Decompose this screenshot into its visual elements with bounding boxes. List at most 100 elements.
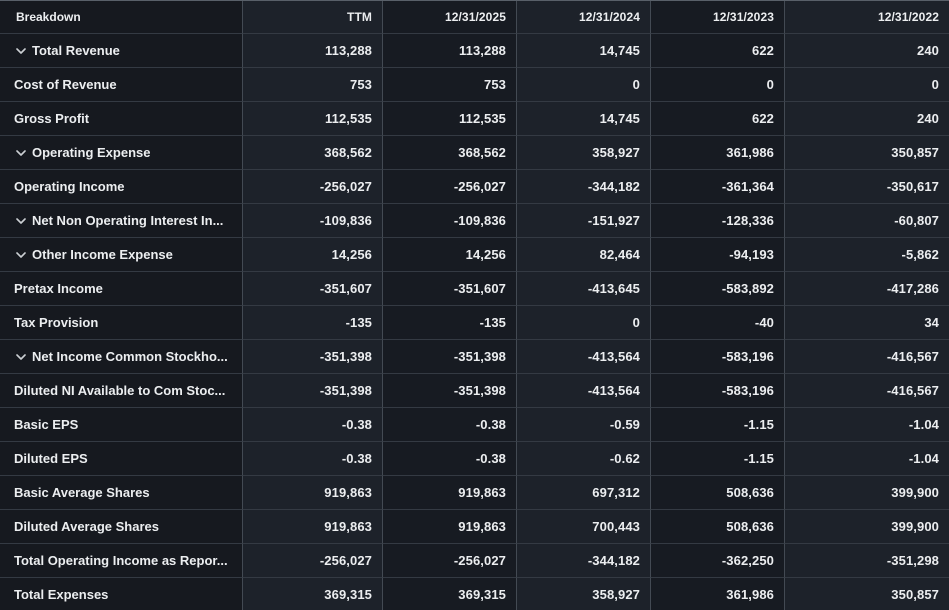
row-label-cell: Operating Expense — [0, 136, 243, 170]
row-label-cell: Operating Income — [0, 170, 243, 204]
row-label-cell: Total Revenue — [0, 34, 243, 68]
cell-value: 399,900 — [785, 510, 949, 544]
cell-value: -362,250 — [651, 544, 785, 578]
cell-value: 0 — [785, 68, 949, 102]
table-row: Gross Profit 112,535 112,535 14,745 622 … — [0, 102, 949, 136]
cell-value: 112,535 — [383, 102, 517, 136]
cell-value: -256,027 — [243, 544, 383, 578]
row-label: Diluted NI Available to Com Stoc... — [14, 383, 226, 398]
row-label: Diluted EPS — [14, 451, 88, 466]
chevron-down-icon[interactable] — [16, 47, 26, 54]
row-label: Pretax Income — [14, 281, 103, 296]
cell-value: 622 — [651, 34, 785, 68]
cell-value: 14,745 — [517, 34, 651, 68]
column-header-label: Breakdown — [16, 10, 81, 24]
chevron-down-icon[interactable] — [16, 251, 26, 258]
cell-value: 753 — [383, 68, 517, 102]
cell-value: 368,562 — [243, 136, 383, 170]
cell-value: -0.59 — [517, 408, 651, 442]
table-row: Total Revenue 113,288 113,288 14,745 622… — [0, 34, 949, 68]
cell-value: 753 — [243, 68, 383, 102]
cell-value: -350,617 — [785, 170, 949, 204]
cell-value: 700,443 — [517, 510, 651, 544]
row-label-cell: Total Operating Income as Repor... — [0, 544, 243, 578]
table-row: Diluted Average Shares 919,863 919,863 7… — [0, 510, 949, 544]
cell-value: -1.04 — [785, 442, 949, 476]
cell-value: -256,027 — [383, 544, 517, 578]
cell-value: -351,607 — [243, 272, 383, 306]
row-label: Operating Expense — [32, 145, 151, 160]
cell-value: 361,986 — [651, 136, 785, 170]
table-row: Other Income Expense 14,256 14,256 82,46… — [0, 238, 949, 272]
cell-value: -0.38 — [383, 442, 517, 476]
cell-value: -351,398 — [383, 374, 517, 408]
column-header-label: 12/31/2022 — [877, 10, 939, 24]
table-row: Basic Average Shares 919,863 919,863 697… — [0, 476, 949, 510]
table-row: Cost of Revenue 753 753 0 0 0 — [0, 68, 949, 102]
cell-value: 0 — [651, 68, 785, 102]
cell-value: 369,315 — [243, 578, 383, 610]
cell-value: 0 — [517, 306, 651, 340]
cell-value: 508,636 — [651, 476, 785, 510]
cell-value: -40 — [651, 306, 785, 340]
row-label-cell: Diluted NI Available to Com Stoc... — [0, 374, 243, 408]
chevron-down-icon[interactable] — [16, 353, 26, 360]
cell-value: 358,927 — [517, 136, 651, 170]
cell-value: -60,807 — [785, 204, 949, 238]
row-label-cell: Tax Provision — [0, 306, 243, 340]
row-label-cell: Net Non Operating Interest In... — [0, 204, 243, 238]
row-label-cell: Basic Average Shares — [0, 476, 243, 510]
column-header-breakdown: Breakdown — [0, 1, 243, 34]
cell-value: 368,562 — [383, 136, 517, 170]
cell-value: 919,863 — [243, 510, 383, 544]
cell-value: 919,863 — [383, 510, 517, 544]
cell-value: 508,636 — [651, 510, 785, 544]
chevron-down-icon[interactable] — [16, 149, 26, 156]
table-row: Net Non Operating Interest In... -109,83… — [0, 204, 949, 238]
row-label: Basic EPS — [14, 417, 79, 432]
table-row: Diluted NI Available to Com Stoc... -351… — [0, 374, 949, 408]
row-label-cell: Cost of Revenue — [0, 68, 243, 102]
cell-value: -128,336 — [651, 204, 785, 238]
cell-value: -351,398 — [243, 374, 383, 408]
cell-value: 350,857 — [785, 578, 949, 610]
cell-value: 14,256 — [383, 238, 517, 272]
column-header-label: 12/31/2024 — [578, 10, 640, 24]
cell-value: -413,564 — [517, 340, 651, 374]
cell-value: -5,862 — [785, 238, 949, 272]
cell-value: 34 — [785, 306, 949, 340]
table-row: Operating Income -256,027 -256,027 -344,… — [0, 170, 949, 204]
cell-value: -109,836 — [383, 204, 517, 238]
cell-value: -583,196 — [651, 374, 785, 408]
table-row: Tax Provision -135 -135 0 -40 34 — [0, 306, 949, 340]
column-header-date: 12/31/2022 — [785, 1, 949, 34]
row-label: Basic Average Shares — [14, 485, 150, 500]
row-label-cell: Total Expenses — [0, 578, 243, 610]
cell-value: 14,745 — [517, 102, 651, 136]
row-label: Other Income Expense — [32, 247, 173, 262]
cell-value: -135 — [383, 306, 517, 340]
row-label-cell: Other Income Expense — [0, 238, 243, 272]
row-label-cell: Net Income Common Stockho... — [0, 340, 243, 374]
row-label-cell: Basic EPS — [0, 408, 243, 442]
row-label-cell: Diluted Average Shares — [0, 510, 243, 544]
row-label-cell: Gross Profit — [0, 102, 243, 136]
cell-value: -0.62 — [517, 442, 651, 476]
chevron-down-icon[interactable] — [16, 217, 26, 224]
table-row: Pretax Income -351,607 -351,607 -413,645… — [0, 272, 949, 306]
table-row: Operating Expense 368,562 368,562 358,92… — [0, 136, 949, 170]
column-header-date: 12/31/2023 — [651, 1, 785, 34]
row-label: Total Revenue — [32, 43, 120, 58]
cell-value: -351,398 — [243, 340, 383, 374]
table-row: Total Operating Income as Repor... -256,… — [0, 544, 949, 578]
column-header-label: 12/31/2023 — [712, 10, 774, 24]
row-label: Diluted Average Shares — [14, 519, 159, 534]
cell-value: 697,312 — [517, 476, 651, 510]
cell-value: -1.15 — [651, 408, 785, 442]
cell-value: -344,182 — [517, 544, 651, 578]
cell-value: 350,857 — [785, 136, 949, 170]
cell-value: -151,927 — [517, 204, 651, 238]
cell-value: -135 — [243, 306, 383, 340]
cell-value: 14,256 — [243, 238, 383, 272]
